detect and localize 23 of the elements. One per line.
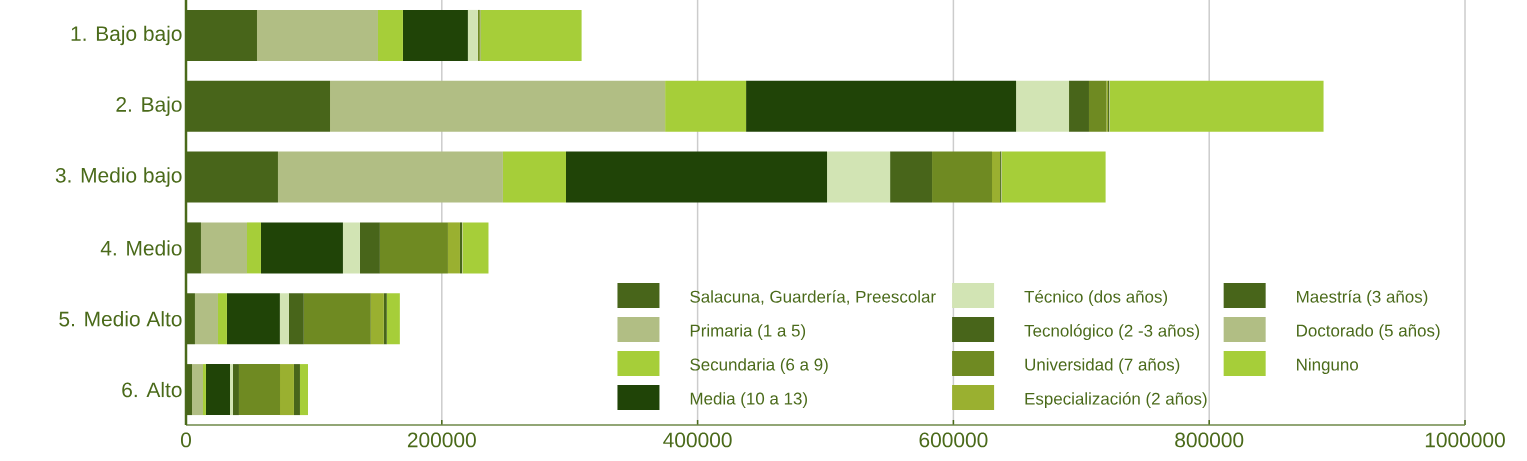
legend-label: Doctorado (5 años) — [1297, 324, 1440, 340]
y-tick-label: 3. Medio bajo — [55, 167, 182, 187]
x-tick-label: 1000000 — [1425, 432, 1505, 448]
x-tick-label: 800000 — [1175, 432, 1244, 448]
x-tick-label: 0 — [181, 432, 191, 448]
legend-label: Tecnológico (2 -3 años) — [1024, 324, 1200, 341]
legend-label: Técnico (dos años) — [1024, 290, 1168, 307]
legend-label: Maestría (3 años) — [1297, 290, 1428, 307]
legend-label: Ninguno — [1297, 358, 1359, 374]
y-tick-label: 2. Bajo — [116, 96, 182, 117]
y-tick-label: 1. Bajo bajo — [71, 25, 182, 46]
y-tick-label: 4. Medio — [100, 240, 182, 256]
legend-label: Universidad (7 años) — [1025, 358, 1180, 374]
legend-label: Secundaria (6 a 9) — [690, 358, 828, 374]
y-tick-label: 6. Alto — [122, 381, 182, 398]
x-tick-label: 400000 — [663, 432, 732, 448]
legend-label: Salacuna, Guardería, Preescolar — [690, 290, 936, 305]
legend-label: Media (10 a 13) — [690, 392, 807, 408]
y-tick-label: 5. Medio Alto — [59, 311, 182, 327]
legend-label: Especialización (2 años) — [1025, 392, 1207, 409]
legend-label: Primaria (1 a 5) — [690, 324, 806, 340]
x-tick-label: 200000 — [407, 432, 476, 448]
x-tick-label: 600000 — [919, 432, 988, 448]
